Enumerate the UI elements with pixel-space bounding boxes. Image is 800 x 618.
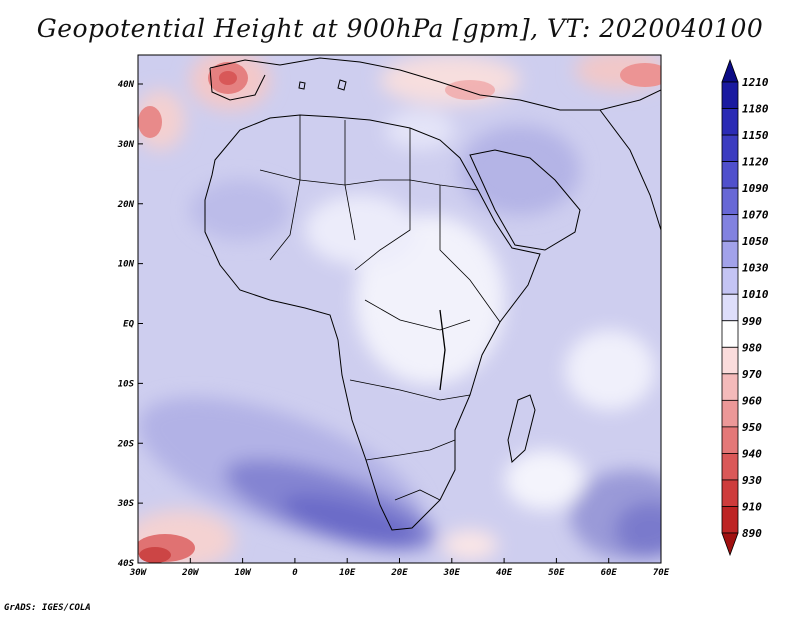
colorbar-swatch [721, 81, 739, 109]
colorbar-label: 950 [742, 421, 762, 434]
colorbar-label: 1070 [742, 209, 769, 222]
madagascar-outline [507, 394, 536, 463]
colorbar-label: 990 [742, 315, 762, 328]
x-tick-label: 20E [390, 568, 408, 578]
arabia-outline [469, 149, 581, 251]
colorbar-label: 930 [742, 474, 762, 487]
colorbar-swatch [721, 267, 739, 295]
x-tick-label: 20W [181, 568, 200, 578]
colorbar-swatch [721, 214, 739, 242]
x-tick-label: 10E [339, 568, 356, 578]
x-tick-label: 40E [496, 568, 513, 578]
colorbar-swatch [721, 320, 739, 348]
colorbar-label: 960 [742, 394, 762, 407]
x-tick-label: 30W [129, 568, 148, 578]
colorbar-label: 970 [742, 368, 762, 381]
colorbar-label: 1120 [742, 156, 769, 169]
x-tick-label: 60E [601, 568, 618, 578]
colorbar-label: 1030 [742, 262, 769, 275]
colorbar-label: 1050 [742, 235, 769, 248]
colorbar-swatch [721, 134, 739, 162]
india-outline [599, 109, 661, 231]
colorbar-top-arrow [721, 58, 739, 83]
y-tick-label: 20S [117, 439, 135, 449]
coastlines [204, 57, 661, 531]
colorbar-label: 940 [742, 447, 762, 460]
colorbar-swatch [721, 479, 739, 507]
y-tick-label: 40S [118, 559, 135, 569]
colorbar-label: 1150 [742, 129, 769, 142]
mediterranean-islands [298, 79, 347, 91]
colorbar-label: 1180 [742, 103, 769, 116]
colorbar-swatch [721, 426, 739, 454]
y-axis: 40N 30N 20N 10N EQ 10S 20S 30S 40S [117, 80, 143, 569]
colorbar-bottom-arrow [721, 532, 739, 557]
x-tick-label: 70E [653, 568, 670, 578]
x-tick-label: 10W [234, 568, 252, 578]
x-tick-label: 50E [548, 568, 565, 578]
colorbar-swatch [721, 161, 739, 189]
colorbar-swatch [721, 453, 739, 481]
colorbar: 1210 1180 1150 1120 1090 1070 1050 1030 1010 990 9… [721, 58, 769, 557]
colorbar-label: 1090 [742, 182, 769, 195]
colorbar-label: 890 [742, 527, 762, 540]
y-tick-label: 10N [118, 260, 135, 270]
y-tick-label: EQ [123, 320, 134, 330]
colorbar-swatch [721, 399, 739, 428]
colorbar-label: 1010 [742, 288, 769, 301]
y-tick-label: 10S [118, 379, 135, 389]
map-title: Geopotential Height at 900hPa [gpm], VT:… [36, 14, 764, 43]
colorbar-swatch [721, 346, 739, 375]
y-tick-label: 40N [118, 80, 135, 90]
colorbar-label: 1210 [742, 76, 769, 89]
colorbar-label: 980 [742, 341, 762, 354]
africa-outline [204, 114, 541, 531]
footer-credit: GrADS: IGES/COLA [4, 603, 91, 613]
x-tick-label: 30E [443, 568, 461, 578]
y-tick-label: 30S [117, 499, 135, 509]
colorbar-swatch [721, 506, 739, 534]
y-tick-label: 30N [117, 140, 135, 150]
x-tick-label: 0 [292, 568, 298, 578]
y-tick-label: 20N [117, 200, 135, 210]
colorbar-swatch [721, 373, 739, 401]
x-axis: 30W 20W 10W 0 10E 20E 30E 40E 50E 60E 70E [129, 558, 670, 578]
contour-field [138, 55, 661, 563]
iberia-outline [209, 67, 266, 101]
colorbar-swatch [721, 108, 739, 136]
colorbar-swatch [721, 240, 739, 269]
colorbar-swatch [721, 293, 739, 322]
colorbar-label: 910 [742, 500, 762, 513]
colorbar-swatch [721, 187, 739, 216]
